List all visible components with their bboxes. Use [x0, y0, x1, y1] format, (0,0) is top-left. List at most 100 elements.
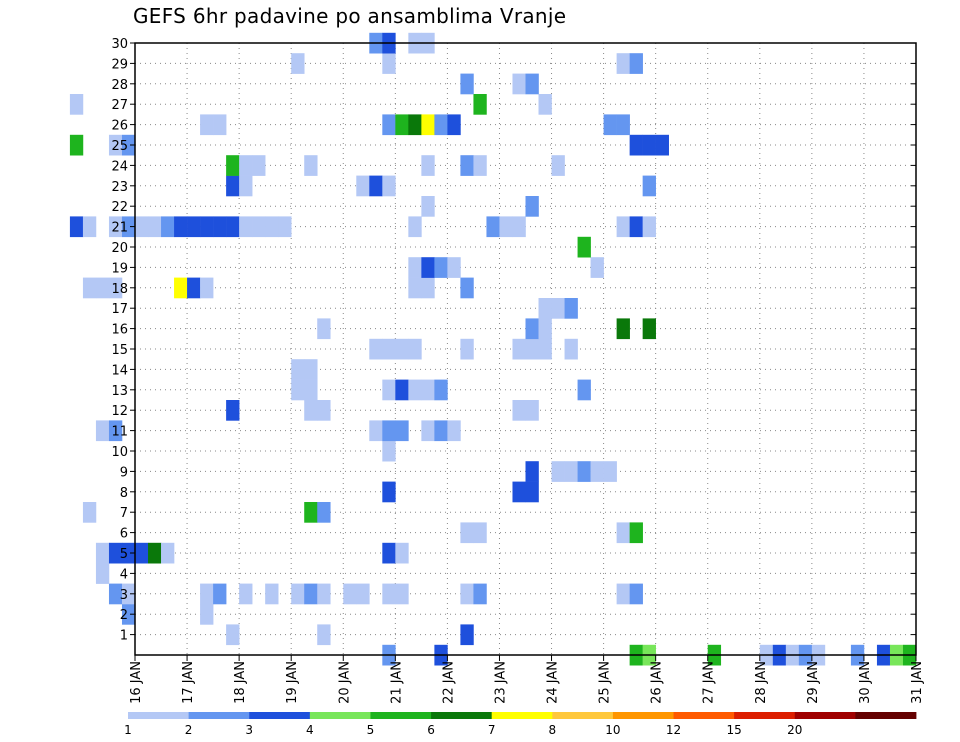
precip-cell	[460, 583, 474, 605]
precip-cell	[382, 542, 396, 564]
precip-cell	[512, 73, 526, 95]
x-tick-label: 18 JAN	[233, 661, 248, 704]
y-tick-label: 14	[111, 363, 128, 378]
colorbar-label: 7	[488, 723, 496, 737]
x-tick-label: 19 JAN	[285, 661, 300, 704]
precip-cell	[226, 155, 240, 176]
precip-cell	[525, 338, 539, 360]
y-tick-label: 24	[111, 159, 128, 174]
precip-cell	[226, 400, 240, 421]
precip-cell	[590, 257, 604, 278]
chart-title: GEFS 6hr padavine po ansamblima Vranje	[133, 4, 567, 28]
colorbar-segment	[673, 712, 735, 719]
precip-cell	[382, 338, 396, 360]
colorbar-label: 8	[548, 723, 556, 737]
x-tick-label: 17 JAN	[181, 661, 196, 704]
precip-cell	[265, 216, 279, 238]
precip-cell	[187, 216, 201, 238]
precip-cell	[434, 114, 448, 136]
precip-cell	[95, 542, 110, 564]
precip-cell	[382, 420, 396, 442]
precip-cell	[200, 583, 214, 605]
precip-cell	[304, 155, 318, 176]
precip-cell	[551, 461, 565, 482]
precip-cell	[460, 155, 474, 176]
y-tick-label: 1	[120, 629, 128, 644]
precip-cell	[148, 542, 162, 564]
precip-cell	[421, 114, 435, 136]
precip-cell	[434, 257, 448, 278]
precip-cell	[174, 216, 188, 238]
precip-cell	[512, 216, 526, 238]
y-tick-label: 19	[111, 261, 128, 276]
precip-cell	[486, 216, 500, 238]
y-tick-label: 27	[111, 98, 128, 113]
precip-cell	[408, 277, 422, 299]
colorbar-segment	[309, 712, 371, 719]
precip-cell	[525, 481, 539, 503]
precip-cell	[382, 114, 396, 136]
precip-cell	[421, 379, 435, 401]
precip-cell	[252, 155, 266, 176]
precip-cell	[239, 216, 253, 238]
precip-cell	[317, 400, 331, 421]
precip-cell	[200, 277, 214, 299]
precip-cell	[108, 216, 123, 238]
precip-cell	[577, 461, 591, 482]
y-tick-label: 17	[111, 302, 128, 317]
x-tick-label: 28 JAN	[754, 661, 769, 704]
precip-cell	[629, 134, 643, 156]
x-tick-label: 30 JAN	[858, 661, 873, 704]
y-tick-label: 5	[120, 547, 128, 562]
y-tick-label: 3	[120, 588, 128, 603]
precip-cell	[239, 175, 253, 197]
y-tick-label: 12	[111, 404, 128, 419]
precip-cell	[69, 134, 84, 156]
precip-cell	[616, 53, 630, 74]
precip-cell	[473, 583, 487, 605]
precip-cell	[616, 318, 630, 340]
precip-cell	[538, 298, 552, 319]
x-tick-label: 27 JAN	[702, 661, 717, 704]
precip-cell	[343, 583, 357, 605]
y-tick-label: 16	[111, 323, 128, 338]
precip-cell	[121, 583, 136, 605]
precip-cell	[525, 461, 539, 482]
precip-cell	[187, 277, 201, 299]
y-tick-label: 22	[111, 200, 128, 215]
precip-cell	[512, 481, 526, 503]
y-tick-label: 18	[111, 282, 128, 297]
colorbar-label: 12	[666, 723, 681, 737]
x-tick-label: 29 JAN	[806, 661, 821, 704]
precip-cell	[460, 338, 474, 360]
y-tick-label: 21	[111, 221, 128, 236]
precip-cell	[408, 257, 422, 278]
y-tick-label: 7	[120, 506, 128, 521]
precip-cell	[395, 114, 409, 136]
y-tick-label: 11	[111, 425, 128, 440]
y-tick-label: 28	[111, 78, 128, 93]
precip-cell	[460, 73, 474, 95]
colorbar-segment	[734, 712, 796, 719]
precip-cell	[603, 114, 617, 136]
x-tick-label: 24 JAN	[546, 661, 561, 704]
precip-cell	[538, 318, 552, 340]
precip-cell	[616, 114, 630, 136]
colorbar-label: 20	[787, 723, 802, 737]
precip-cell	[291, 583, 305, 605]
precip-cell	[226, 624, 240, 646]
colorbar-segment	[188, 712, 250, 719]
precip-cell	[382, 481, 396, 503]
precip-cell	[525, 196, 539, 217]
precip-cell	[525, 400, 539, 421]
precip-cell	[304, 400, 318, 421]
precip-cell	[577, 236, 591, 258]
precip-cell	[382, 440, 396, 462]
precip-cell	[447, 114, 461, 136]
precip-cell	[408, 216, 422, 238]
precip-cell	[408, 379, 422, 401]
precip-cell	[226, 216, 240, 238]
precip-cell	[395, 379, 409, 401]
precip-cell	[473, 155, 487, 176]
precip-cell	[460, 624, 474, 646]
